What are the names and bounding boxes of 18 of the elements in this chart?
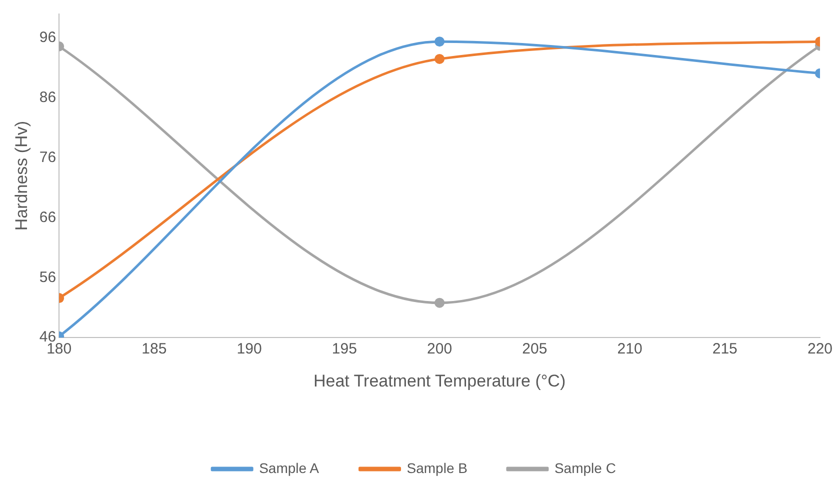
x-tick-label: 205 xyxy=(522,340,548,358)
legend-label: Sample A xyxy=(259,460,320,476)
x-tick-label: 215 xyxy=(712,340,738,358)
x-tick-label: 185 xyxy=(142,340,167,358)
x-tick-label: 200 xyxy=(427,340,452,358)
legend-label: Sample B xyxy=(406,460,468,476)
x-axis-title: Heat Treatment Temperature (°C) xyxy=(313,371,566,390)
y-tick-label: 96 xyxy=(39,29,56,46)
y-tick-label: 56 xyxy=(39,268,56,286)
legend-label: Sample C xyxy=(554,460,616,476)
x-tick-label: 195 xyxy=(332,340,357,358)
y-tick-label: 86 xyxy=(39,89,56,106)
y-tick-label: 66 xyxy=(39,208,56,226)
x-tick-label: 220 xyxy=(807,340,833,358)
y-tick-label: 76 xyxy=(39,148,56,166)
x-tick-label: 210 xyxy=(617,340,642,358)
x-tick-label: 190 xyxy=(236,340,262,358)
y-axis-title: Hardness (Hv) xyxy=(12,121,31,231)
